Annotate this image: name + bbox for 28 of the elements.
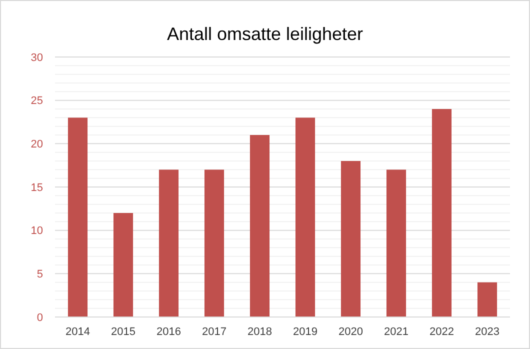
bar [295,118,316,317]
bar [204,170,224,317]
x-tick-label: 2019 [293,326,318,338]
x-tick-label: 2023 [475,326,500,338]
x-tick-label: 2021 [384,326,408,338]
x-tick-label: 2016 [156,326,181,338]
bar [340,161,361,317]
x-tick-label: 2014 [66,326,90,338]
x-tick-label: 2018 [248,326,272,338]
bar [113,213,134,317]
y-tick-label: 30 [30,52,43,64]
chart-title: Antall omsatte leiligheter [166,24,364,44]
y-tick-label: 15 [30,182,43,194]
y-tick-label: 0 [36,312,43,324]
y-tick-label: 20 [30,138,43,151]
y-tick-label: 10 [30,225,43,238]
bar [386,170,406,317]
x-tick-label: 2020 [338,326,363,338]
bar [158,170,179,317]
x-tick-label: 2015 [111,326,136,338]
y-tick-label: 25 [30,95,43,108]
x-tick-label: 2022 [430,326,454,338]
bar [250,135,270,317]
x-tick-label: 2017 [202,326,226,338]
y-tick-label: 5 [36,268,43,281]
bar [68,118,88,317]
bar [432,109,452,317]
bar [477,282,498,317]
